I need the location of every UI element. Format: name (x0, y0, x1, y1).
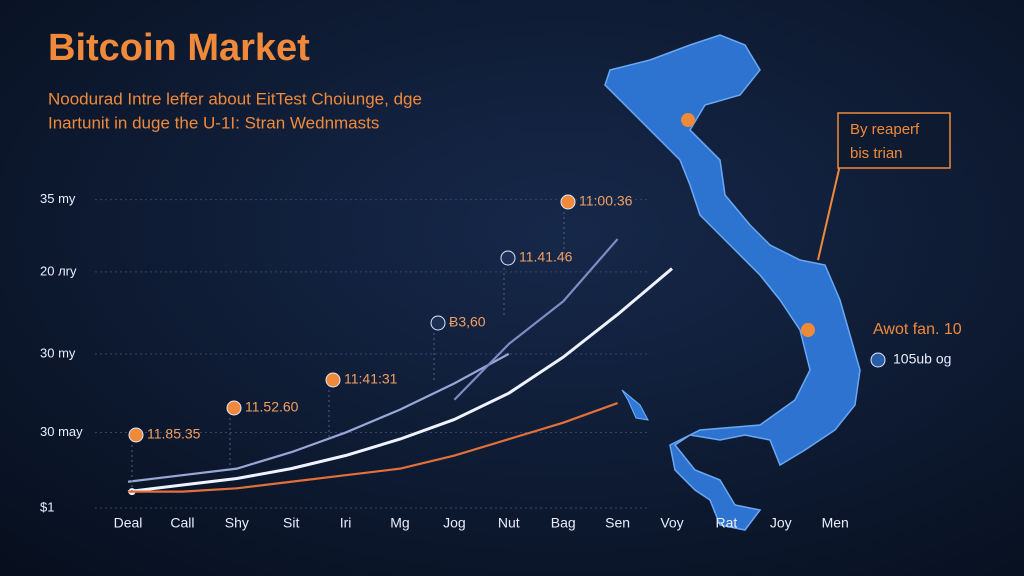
x-tick-label: Sit (283, 515, 299, 531)
callout-text: bis trian (850, 145, 903, 162)
data-label: 11:41:31 (344, 371, 398, 387)
coin-icon (226, 400, 242, 416)
x-tick-label: Voy (660, 515, 683, 531)
x-tick-label: Call (170, 515, 194, 531)
coin-icon (430, 315, 446, 331)
callout-line (817, 164, 841, 261)
x-tick-label: Bag (551, 515, 576, 531)
x-tick-label: Nut (498, 515, 520, 531)
x-tick-label: Iri (340, 515, 352, 531)
map-marker (681, 113, 695, 127)
series-line (128, 402, 618, 493)
coin-icon (325, 372, 341, 388)
y-tick-label: 35 my (40, 191, 76, 206)
coin-icon (560, 194, 576, 210)
callout-box (837, 112, 951, 169)
coin-icon (500, 250, 516, 266)
x-tick-label: Shy (225, 515, 249, 531)
x-tick-label: Sen (605, 515, 630, 531)
callout-text: 105ub og (893, 351, 951, 367)
x-tick-label: Deal (114, 515, 143, 531)
data-label: Ƀ3,60 (449, 314, 486, 330)
x-tick-label: Joy (770, 515, 792, 531)
series-line (127, 267, 673, 494)
data-label: 11.41.46 (519, 249, 573, 265)
y-tick-label: $1 (40, 499, 54, 514)
x-tick-label: Rat (716, 515, 738, 531)
callout-text: By reaperf (850, 121, 920, 138)
chart-title: Bitcoin Market (48, 27, 310, 69)
data-label: 11:00.36 (579, 193, 633, 209)
map-marker (801, 323, 815, 337)
data-label: 11.85.35 (147, 426, 201, 442)
callout-text: Awot fan. 10 (873, 321, 962, 338)
coin-icon (128, 427, 144, 443)
y-tick-label: 30 my (40, 345, 76, 360)
x-tick-label: Men (822, 515, 849, 531)
y-tick-label: 20 лry (40, 263, 77, 278)
subtitle: Noodurad Intre leffer about EitTest Choi… (48, 89, 422, 108)
map (604, 34, 861, 531)
x-tick-label: Mg (390, 515, 409, 531)
y-tick-label: 30 may (40, 424, 83, 439)
subtitle: Inartunit in duge the U-1I: Stran Wednma… (48, 113, 379, 132)
series-line (127, 352, 510, 483)
series-line (453, 238, 619, 401)
island (621, 389, 649, 421)
x-tick-label: Jog (443, 515, 466, 531)
map-marker (870, 352, 886, 368)
data-label: 11.52.60 (245, 399, 299, 415)
